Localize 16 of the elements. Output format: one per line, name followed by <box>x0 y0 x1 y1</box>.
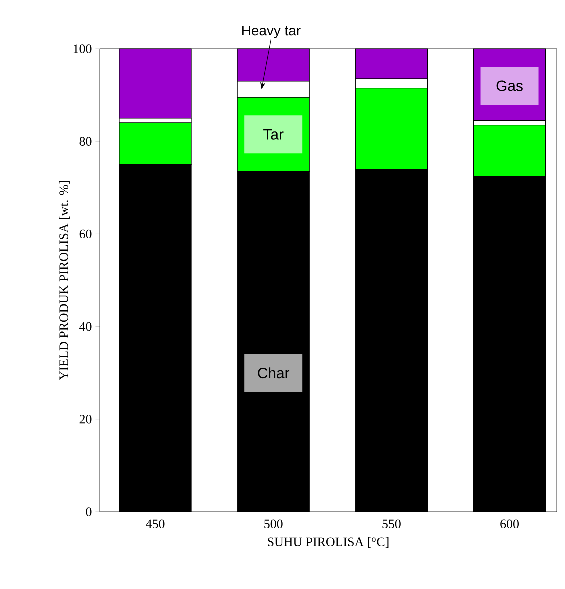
x-tick-label: 500 <box>264 520 283 528</box>
y-tick-label: 0 <box>86 508 92 516</box>
y-tick-label: 40 <box>80 322 92 332</box>
x-tick-label: 450 <box>146 520 165 528</box>
y-tick-label: 80 <box>80 137 92 146</box>
y-tick-label: 100 <box>74 44 92 54</box>
series-label: Gas <box>496 80 523 92</box>
x-tick-label: 550 <box>382 520 401 528</box>
y-tick-label: 20 <box>80 415 92 424</box>
series-label: Char <box>258 368 290 379</box>
y-axis-title: YIELD PRODUK PIROLISA [wt. %] <box>59 181 70 380</box>
text: Heavy tar <box>242 26 301 38</box>
y-tick-label: 60 <box>80 230 92 239</box>
x-axis-title: SUHU PIROLISA [$^{o}$C] <box>268 537 389 548</box>
x-tick-label: 600 <box>500 520 519 528</box>
series-label: Tar <box>264 129 284 140</box>
